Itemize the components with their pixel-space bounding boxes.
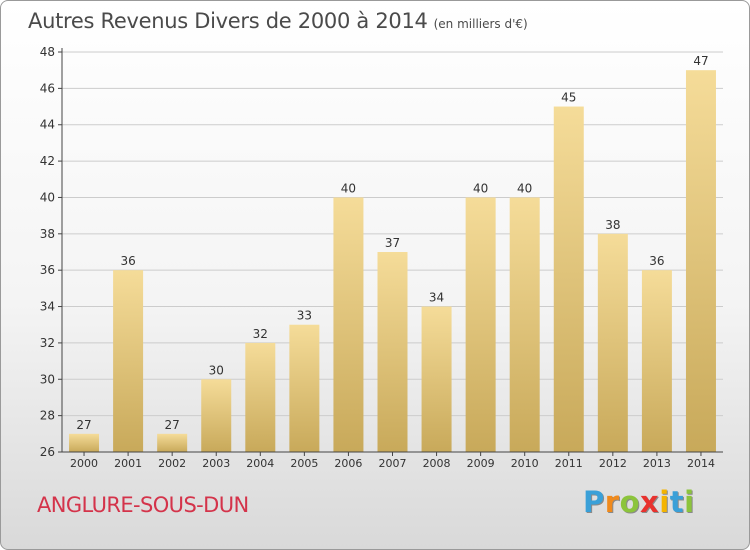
y-tick-label: 42 (40, 154, 55, 168)
x-tick-label: 2001 (114, 457, 142, 470)
y-tick-label: 44 (40, 118, 55, 132)
bar (113, 270, 144, 452)
data-label: 36 (120, 254, 135, 268)
logo-letter: t (669, 485, 685, 519)
bar (201, 379, 232, 452)
y-tick-label: 28 (40, 409, 55, 423)
data-label: 34 (429, 291, 444, 305)
x-tick-label: 2007 (379, 457, 407, 470)
x-tick-label: 2013 (643, 457, 671, 470)
y-tick-label: 30 (40, 372, 55, 386)
x-tick-label: 2002 (158, 457, 186, 470)
bar (465, 197, 496, 452)
logo-letter: i (684, 485, 695, 519)
x-tick-label: 2006 (334, 457, 362, 470)
chart-title: Autres Revenus Divers de 2000 à 2014 (en … (28, 9, 528, 33)
data-label: 38 (605, 218, 620, 232)
data-label: 33 (297, 309, 312, 323)
chart-subtitle: (en milliers d'€) (433, 17, 528, 31)
bar (377, 252, 408, 452)
place-name: ANGLURE-SOUS-DUN (37, 493, 249, 517)
y-tick-label: 38 (40, 227, 55, 241)
x-tick-label: 2014 (687, 457, 715, 470)
data-label: 27 (76, 418, 91, 432)
bar (157, 433, 188, 452)
x-tick-label: 2009 (467, 457, 495, 470)
data-labels: 27 36 27 30 32 33 40 37 34 40 40 45 38 36 47 (76, 54, 708, 432)
x-tick-label: 2010 (511, 457, 539, 470)
bars (69, 70, 716, 452)
logo-letter: P (583, 485, 605, 519)
y-tick-label: 26 (40, 445, 55, 459)
data-label: 40 (341, 181, 356, 195)
x-tick-label: 2003 (202, 457, 230, 470)
y-tick-label: 40 (40, 190, 55, 204)
bar (641, 270, 672, 452)
x-tick-label: 2008 (423, 457, 451, 470)
data-label: 45 (561, 91, 576, 105)
logo-letter: i (659, 485, 670, 519)
bar (597, 233, 628, 452)
data-label: 32 (253, 327, 268, 341)
bar (69, 433, 100, 452)
data-label: 40 (517, 181, 532, 195)
x-tick-label: 2000 (70, 457, 98, 470)
data-label: 47 (693, 54, 708, 68)
x-tick-label: 2011 (555, 457, 583, 470)
data-label: 36 (649, 254, 664, 268)
data-label: 40 (473, 181, 488, 195)
y-tick-label: 48 (40, 45, 55, 59)
axes: 26 28 30 32 34 36 38 40 42 44 46 48 2000 2001 2002 2003… (40, 45, 723, 470)
x-tick-label: 2004 (246, 457, 274, 470)
y-tick-label: 46 (40, 81, 55, 95)
logo-letter: r (604, 485, 620, 519)
y-tick-label: 34 (40, 300, 55, 314)
bar (245, 342, 276, 452)
proxiti-logo: Proxiti (583, 485, 695, 519)
bar (289, 324, 320, 452)
bar (553, 106, 584, 452)
data-label: 27 (165, 418, 180, 432)
bar (509, 197, 540, 452)
logo-letter: o (619, 485, 641, 519)
bar (685, 70, 716, 452)
data-label: 30 (209, 363, 224, 377)
bar (333, 197, 364, 452)
logo-letter: x (640, 485, 660, 519)
x-tick-label: 2005 (290, 457, 318, 470)
y-tick-label: 36 (40, 263, 55, 277)
y-tick-label: 32 (40, 336, 55, 350)
bar (421, 306, 452, 452)
data-label: 37 (385, 236, 400, 250)
chart-title-text: Autres Revenus Divers de 2000 à 2014 (28, 9, 428, 33)
x-tick-label: 2012 (599, 457, 627, 470)
